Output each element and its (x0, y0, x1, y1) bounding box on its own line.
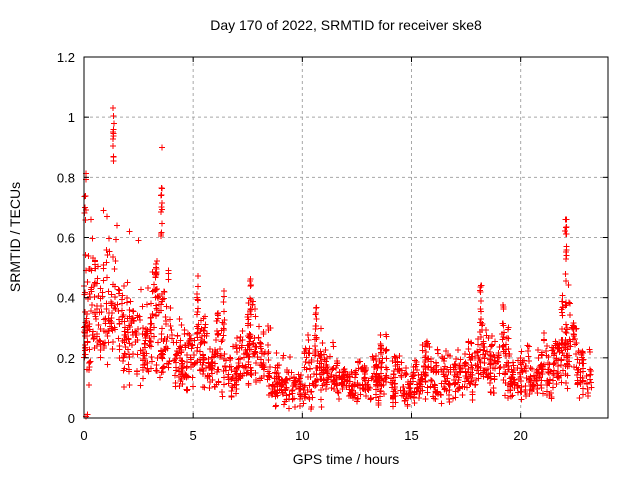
y-tick-label: 0.4 (57, 291, 75, 306)
x-tick-label: 20 (513, 428, 527, 443)
tick-labels: 0 5 10 15 20 0 0.2 0.4 0.6 0.8 1 1.2 (57, 50, 528, 443)
x-tick-label: 15 (404, 428, 418, 443)
x-tick-label: 5 (190, 428, 197, 443)
y-tick-label: 1.2 (57, 50, 75, 65)
axes (83, 56, 609, 419)
x-tick-label: 0 (80, 428, 87, 443)
plot-border (83, 56, 609, 419)
x-tick-label: 10 (295, 428, 309, 443)
scatter-points (81, 105, 595, 420)
y-tick-label: 0.6 (57, 231, 75, 246)
y-tick-label: 0 (68, 411, 75, 426)
x-axis-title: GPS time / hours (293, 451, 400, 467)
y-axis-title: SRMTID / TECUs (7, 182, 23, 292)
y-tick-label: 0.2 (57, 351, 75, 366)
y-tick-label: 1 (68, 110, 75, 125)
chart-title: Day 170 of 2022, SRMTID for receiver ske… (210, 17, 482, 33)
data-points-layer (81, 105, 595, 420)
y-tick-label: 0.8 (57, 170, 75, 185)
